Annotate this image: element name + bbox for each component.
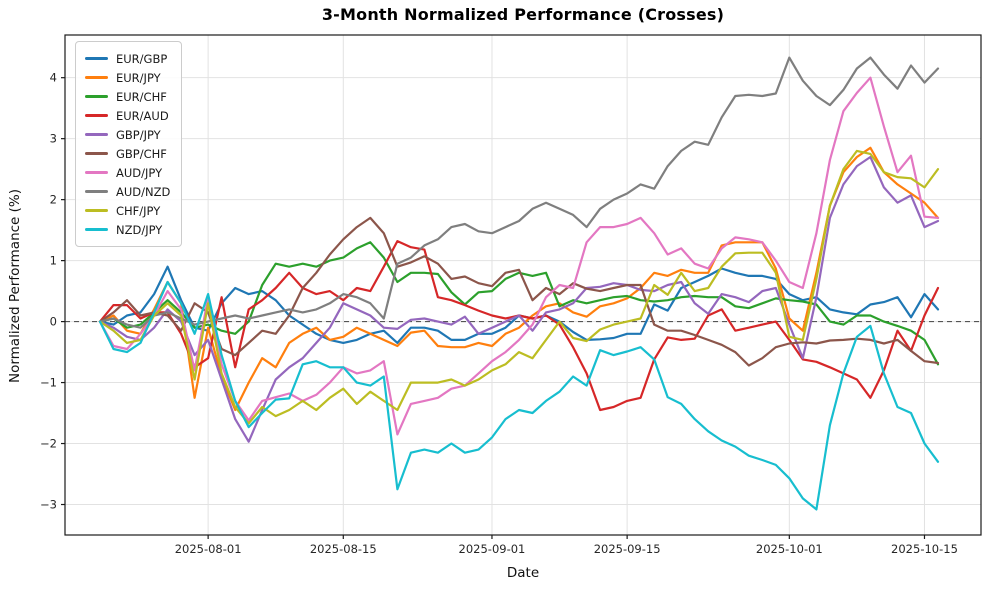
legend: EUR/GBP EUR/JPY EUR/CHF EUR/AUD GBP/JPY GBP/C… [75,41,183,247]
legend-item-AUD-JPY: AUD/JPY [85,163,170,182]
y-tick-label: 0 [50,315,57,329]
axes-border [64,34,982,536]
legend-item-AUD-NZD: AUD/NZD [85,182,170,201]
legend-swatch-icon [85,152,108,155]
legend-swatch-icon [85,114,108,117]
x-tick-label: 2025-09-15 [594,542,661,556]
y-tick-label: 4 [50,71,57,85]
x-tick-label: 2025-10-15 [891,542,958,556]
series-line-GBP-JPY [98,155,940,443]
legend-swatch-icon [85,57,108,60]
series-line-CHF-JPY [98,149,940,425]
legend-swatch-icon [85,190,108,193]
x-tick-label: 2025-09-01 [459,542,526,556]
series-line-AUD-NZD [98,56,940,329]
legend-swatch-icon [85,95,108,98]
series-line-NZD-JPY [98,280,940,511]
legend-label: AUD/JPY [116,165,163,180]
x-axis-label: Date [506,565,540,581]
legend-item-NZD-JPY: NZD/JPY [85,220,170,239]
chart-title: 3-Month Normalized Performance (Crosses) [321,5,725,24]
legend-item-GBP-CHF: GBP/CHF [85,144,170,163]
legend-item-EUR-AUD: EUR/AUD [85,106,170,125]
legend-label: EUR/CHF [116,89,167,104]
x-tick-label: 2025-08-15 [310,542,377,556]
x-tick-label: 2025-08-01 [175,542,242,556]
series-line-EUR-JPY [98,146,940,412]
legend-label: AUD/NZD [116,184,171,199]
y-tick-label: 2 [50,193,57,207]
legend-label: EUR/AUD [116,108,169,123]
y-tick-label: 3 [50,132,57,146]
legend-label: EUR/GBP [116,51,168,66]
y-tick-label: −2 [40,437,57,451]
x-tick-label: 2025-10-01 [756,542,823,556]
legend-swatch-icon [85,171,108,174]
legend-item-GBP-JPY: GBP/JPY [85,125,170,144]
legend-swatch-icon [85,209,108,212]
y-tick-label: −1 [40,376,57,390]
legend-label: EUR/JPY [116,70,161,85]
legend-label: NZD/JPY [116,222,163,237]
series-line-GBP-CHF [98,216,940,367]
legend-label: CHF/JPY [116,203,161,218]
legend-item-EUR-JPY: EUR/JPY [85,68,170,87]
legend-item-CHF-JPY: CHF/JPY [85,201,170,220]
y-tick-label: 1 [50,254,57,268]
legend-swatch-icon [85,76,108,79]
legend-label: GBP/CHF [116,146,167,161]
legend-item-EUR-CHF: EUR/CHF [85,87,170,106]
legend-swatch-icon [85,228,108,231]
legend-item-EUR-GBP: EUR/GBP [85,49,170,68]
legend-swatch-icon [85,133,108,136]
series-line-EUR-CHF [98,241,940,366]
y-tick-label: −3 [40,498,57,512]
legend-label: GBP/JPY [116,127,161,142]
